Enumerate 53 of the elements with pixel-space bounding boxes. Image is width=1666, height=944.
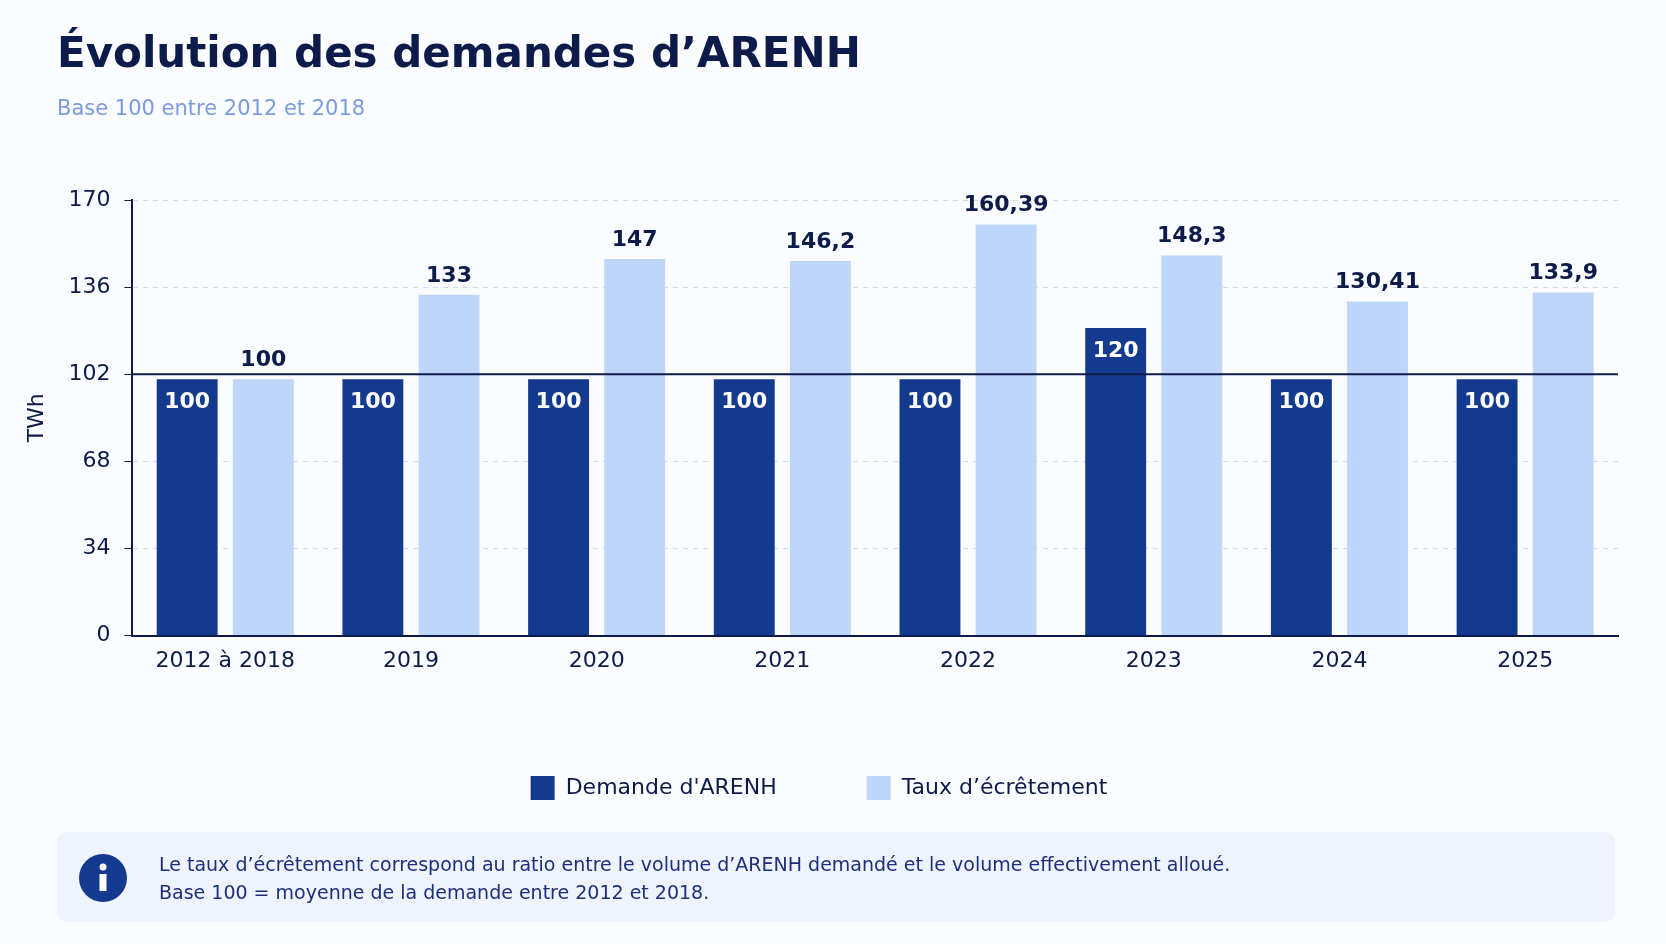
bar xyxy=(156,379,218,636)
bar xyxy=(342,379,404,636)
y-tick-label: 68 xyxy=(82,447,111,473)
text: Le taux d’écrêtement correspond au ratio entre le volume d’ARENH demandé et le volume effectivement alloué. xyxy=(159,853,1231,875)
bar xyxy=(1161,255,1223,636)
y-tick-label: 0 xyxy=(96,621,111,647)
bar xyxy=(1085,328,1147,636)
bar xyxy=(975,224,1037,636)
x-tick-label: 2023 xyxy=(1125,646,1182,672)
data-label: 133,9 xyxy=(1528,259,1599,285)
y-tick-label: 102 xyxy=(68,359,111,385)
x-tick-label: 2020 xyxy=(568,646,625,672)
data-label: 100 xyxy=(1464,388,1511,414)
chart-subtitle: Base 100 entre 2012 et 2018 xyxy=(57,96,366,120)
data-label: 100 xyxy=(240,346,287,372)
y-axis-title: TWh xyxy=(22,393,48,444)
bar xyxy=(1456,379,1518,636)
text: Base 100 = moyenne de la demande entre 2012 et 2018. xyxy=(159,881,710,903)
bar xyxy=(1347,301,1408,636)
data-label: 147 xyxy=(611,225,658,251)
bar xyxy=(604,258,666,636)
x-tick-label: 2024 xyxy=(1311,646,1368,672)
y-tick-label: 170 xyxy=(68,185,111,211)
x-tick-label: 2022 xyxy=(940,646,997,672)
data-label: 148,3 xyxy=(1157,222,1227,248)
data-label: 100 xyxy=(349,388,396,414)
chart-title: Évolution des demandes d’ARENH xyxy=(57,28,861,77)
data-label: 100 xyxy=(164,388,211,414)
bar xyxy=(713,379,775,636)
data-label: 100 xyxy=(535,388,582,414)
bar xyxy=(789,260,851,636)
y-tick-label: 136 xyxy=(68,272,111,298)
bar xyxy=(232,379,294,636)
bar xyxy=(418,294,480,636)
data-label: 100 xyxy=(1278,388,1325,414)
data-label: 160,39 xyxy=(963,191,1049,217)
data-label: 133 xyxy=(426,261,472,287)
bar xyxy=(528,379,590,636)
x-tick-label: 2019 xyxy=(382,646,439,672)
bar xyxy=(1532,292,1594,636)
x-tick-label: 2012 à 2018 xyxy=(155,646,295,672)
y-tick-label: 34 xyxy=(82,534,111,560)
data-label: 120 xyxy=(1092,336,1139,362)
bar xyxy=(899,379,961,636)
data-label: 130,41 xyxy=(1335,268,1420,294)
legend-label: Demande d'ARENH xyxy=(565,773,777,799)
legend-label: Taux d’écrêtement xyxy=(900,773,1108,799)
data-label: 146,2 xyxy=(785,227,856,253)
data-label: 100 xyxy=(721,388,768,414)
x-tick-label: 2021 xyxy=(754,646,811,672)
x-tick-label: 2025 xyxy=(1497,646,1554,672)
bar xyxy=(1270,379,1332,636)
data-label: 100 xyxy=(907,388,953,414)
